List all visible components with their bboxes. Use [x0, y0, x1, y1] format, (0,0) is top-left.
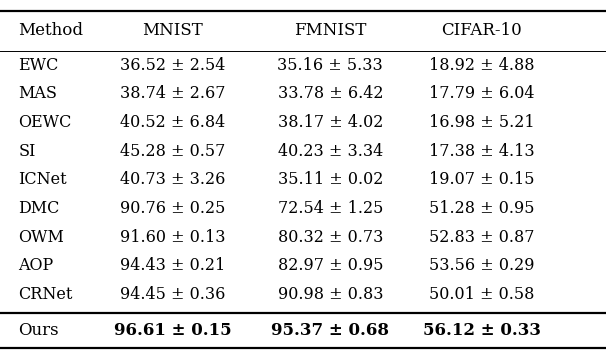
- Text: 51.28 ± 0.95: 51.28 ± 0.95: [429, 200, 534, 217]
- Text: 52.83 ± 0.87: 52.83 ± 0.87: [429, 229, 534, 246]
- Text: Ours: Ours: [18, 322, 59, 339]
- Text: OEWC: OEWC: [18, 114, 72, 131]
- Text: SI: SI: [18, 143, 36, 160]
- Text: MNIST: MNIST: [142, 22, 203, 39]
- Text: 90.76 ± 0.25: 90.76 ± 0.25: [120, 200, 225, 217]
- Text: 35.11 ± 0.02: 35.11 ± 0.02: [278, 172, 383, 188]
- Text: 38.17 ± 4.02: 38.17 ± 4.02: [278, 114, 383, 131]
- Text: 40.73 ± 3.26: 40.73 ± 3.26: [120, 172, 225, 188]
- Text: Method: Method: [18, 22, 83, 39]
- Text: 45.28 ± 0.57: 45.28 ± 0.57: [120, 143, 225, 160]
- Text: 91.60 ± 0.13: 91.60 ± 0.13: [120, 229, 225, 246]
- Text: CIFAR-10: CIFAR-10: [441, 22, 522, 39]
- Text: DMC: DMC: [18, 200, 59, 217]
- Text: 94.43 ± 0.21: 94.43 ± 0.21: [120, 258, 225, 274]
- Text: 18.92 ± 4.88: 18.92 ± 4.88: [429, 57, 534, 74]
- Text: 96.61 ± 0.15: 96.61 ± 0.15: [114, 322, 231, 339]
- Text: 40.52 ± 6.84: 40.52 ± 6.84: [120, 114, 225, 131]
- Text: 80.32 ± 0.73: 80.32 ± 0.73: [278, 229, 383, 246]
- Text: 56.12 ± 0.33: 56.12 ± 0.33: [423, 322, 541, 339]
- Text: 82.97 ± 0.95: 82.97 ± 0.95: [278, 258, 383, 274]
- Text: 38.74 ± 2.67: 38.74 ± 2.67: [120, 85, 225, 102]
- Text: 17.38 ± 4.13: 17.38 ± 4.13: [429, 143, 534, 160]
- Text: MAS: MAS: [18, 85, 57, 102]
- Text: CRNet: CRNet: [18, 286, 73, 303]
- Text: 17.79 ± 6.04: 17.79 ± 6.04: [429, 85, 534, 102]
- Text: 90.98 ± 0.83: 90.98 ± 0.83: [278, 286, 383, 303]
- Text: 50.01 ± 0.58: 50.01 ± 0.58: [429, 286, 534, 303]
- Text: ICNet: ICNet: [18, 172, 67, 188]
- Text: 16.98 ± 5.21: 16.98 ± 5.21: [429, 114, 534, 131]
- Text: 95.37 ± 0.68: 95.37 ± 0.68: [271, 322, 389, 339]
- Text: 53.56 ± 0.29: 53.56 ± 0.29: [429, 258, 534, 274]
- Text: 19.07 ± 0.15: 19.07 ± 0.15: [429, 172, 534, 188]
- Text: 35.16 ± 5.33: 35.16 ± 5.33: [278, 57, 383, 74]
- Text: OWM: OWM: [18, 229, 64, 246]
- Text: AOP: AOP: [18, 258, 53, 274]
- Text: 33.78 ± 6.42: 33.78 ± 6.42: [278, 85, 383, 102]
- Text: 36.52 ± 2.54: 36.52 ± 2.54: [120, 57, 225, 74]
- Text: EWC: EWC: [18, 57, 59, 74]
- Text: FMNIST: FMNIST: [294, 22, 367, 39]
- Text: 94.45 ± 0.36: 94.45 ± 0.36: [120, 286, 225, 303]
- Text: 72.54 ± 1.25: 72.54 ± 1.25: [278, 200, 383, 217]
- Text: 40.23 ± 3.34: 40.23 ± 3.34: [278, 143, 383, 160]
